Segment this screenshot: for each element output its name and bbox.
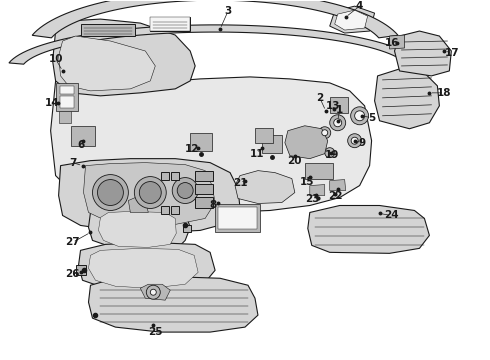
Text: 14: 14 bbox=[45, 98, 60, 108]
Polygon shape bbox=[89, 248, 198, 288]
Bar bbox=[255, 128, 273, 143]
Polygon shape bbox=[140, 284, 170, 300]
Bar bbox=[55, 83, 77, 111]
Circle shape bbox=[322, 130, 328, 136]
Text: 22: 22 bbox=[328, 190, 343, 201]
Polygon shape bbox=[374, 69, 440, 129]
Bar bbox=[171, 207, 179, 215]
Text: 11: 11 bbox=[250, 149, 264, 159]
Bar bbox=[218, 207, 257, 229]
Circle shape bbox=[319, 127, 331, 139]
Bar bbox=[330, 97, 348, 113]
Polygon shape bbox=[32, 0, 398, 38]
Polygon shape bbox=[285, 126, 328, 159]
Circle shape bbox=[139, 181, 161, 203]
Text: 3: 3 bbox=[224, 6, 232, 16]
Text: 10: 10 bbox=[49, 54, 63, 64]
Text: 18: 18 bbox=[437, 88, 452, 98]
Polygon shape bbox=[335, 10, 368, 30]
Text: 27: 27 bbox=[65, 237, 80, 247]
Bar bbox=[183, 225, 191, 233]
Text: 19: 19 bbox=[324, 150, 339, 159]
Bar bbox=[161, 207, 169, 215]
Text: 21: 21 bbox=[233, 177, 247, 188]
Text: 1: 1 bbox=[336, 105, 343, 115]
Bar bbox=[195, 184, 213, 194]
Text: 25: 25 bbox=[148, 327, 163, 337]
Text: 26: 26 bbox=[65, 269, 80, 279]
Bar bbox=[190, 133, 212, 151]
Polygon shape bbox=[150, 17, 190, 31]
Text: 6: 6 bbox=[77, 140, 84, 150]
Circle shape bbox=[334, 119, 342, 127]
Bar bbox=[171, 172, 179, 180]
Circle shape bbox=[172, 177, 198, 203]
Bar bbox=[305, 163, 333, 179]
Text: 2: 2 bbox=[316, 93, 323, 103]
Circle shape bbox=[150, 289, 156, 295]
Text: 9: 9 bbox=[358, 138, 365, 148]
Polygon shape bbox=[235, 171, 295, 203]
Polygon shape bbox=[83, 163, 215, 224]
Text: 15: 15 bbox=[299, 176, 314, 186]
Polygon shape bbox=[89, 206, 190, 252]
Polygon shape bbox=[308, 206, 429, 253]
Bar bbox=[195, 171, 213, 181]
Polygon shape bbox=[128, 198, 148, 212]
Text: 5: 5 bbox=[368, 113, 375, 123]
Polygon shape bbox=[330, 6, 374, 33]
Circle shape bbox=[134, 177, 166, 208]
Circle shape bbox=[325, 148, 335, 158]
Polygon shape bbox=[52, 19, 195, 96]
Circle shape bbox=[177, 183, 193, 198]
Bar bbox=[75, 265, 86, 275]
Bar bbox=[195, 197, 213, 208]
Text: 7: 7 bbox=[69, 158, 76, 168]
Bar bbox=[60, 96, 74, 108]
Polygon shape bbox=[59, 111, 71, 123]
Bar bbox=[60, 86, 74, 94]
Polygon shape bbox=[89, 276, 258, 332]
Bar bbox=[262, 135, 282, 153]
Bar bbox=[71, 126, 96, 146]
Circle shape bbox=[98, 180, 123, 206]
Text: 13: 13 bbox=[325, 101, 340, 111]
Circle shape bbox=[351, 137, 358, 144]
Text: 16: 16 bbox=[385, 38, 400, 48]
Polygon shape bbox=[330, 180, 345, 190]
Circle shape bbox=[348, 134, 362, 148]
Text: 8: 8 bbox=[210, 201, 217, 211]
Text: 4: 4 bbox=[356, 1, 363, 11]
Polygon shape bbox=[50, 77, 371, 212]
Polygon shape bbox=[98, 211, 176, 247]
Circle shape bbox=[147, 285, 160, 299]
Text: 23: 23 bbox=[306, 194, 320, 203]
Circle shape bbox=[330, 115, 345, 131]
Polygon shape bbox=[390, 35, 404, 49]
Polygon shape bbox=[310, 185, 325, 195]
Polygon shape bbox=[59, 36, 155, 91]
Bar bbox=[215, 204, 260, 233]
Bar bbox=[161, 172, 169, 180]
Polygon shape bbox=[9, 25, 421, 64]
Polygon shape bbox=[394, 31, 451, 76]
Text: 12: 12 bbox=[185, 144, 199, 154]
Polygon shape bbox=[59, 159, 240, 233]
Text: 20: 20 bbox=[288, 156, 302, 166]
Circle shape bbox=[355, 111, 365, 121]
Circle shape bbox=[93, 175, 128, 211]
Bar bbox=[80, 24, 135, 36]
Text: 24: 24 bbox=[384, 211, 399, 220]
Polygon shape bbox=[78, 242, 215, 292]
Bar bbox=[150, 17, 190, 31]
Text: 17: 17 bbox=[445, 48, 460, 58]
Circle shape bbox=[351, 107, 368, 125]
